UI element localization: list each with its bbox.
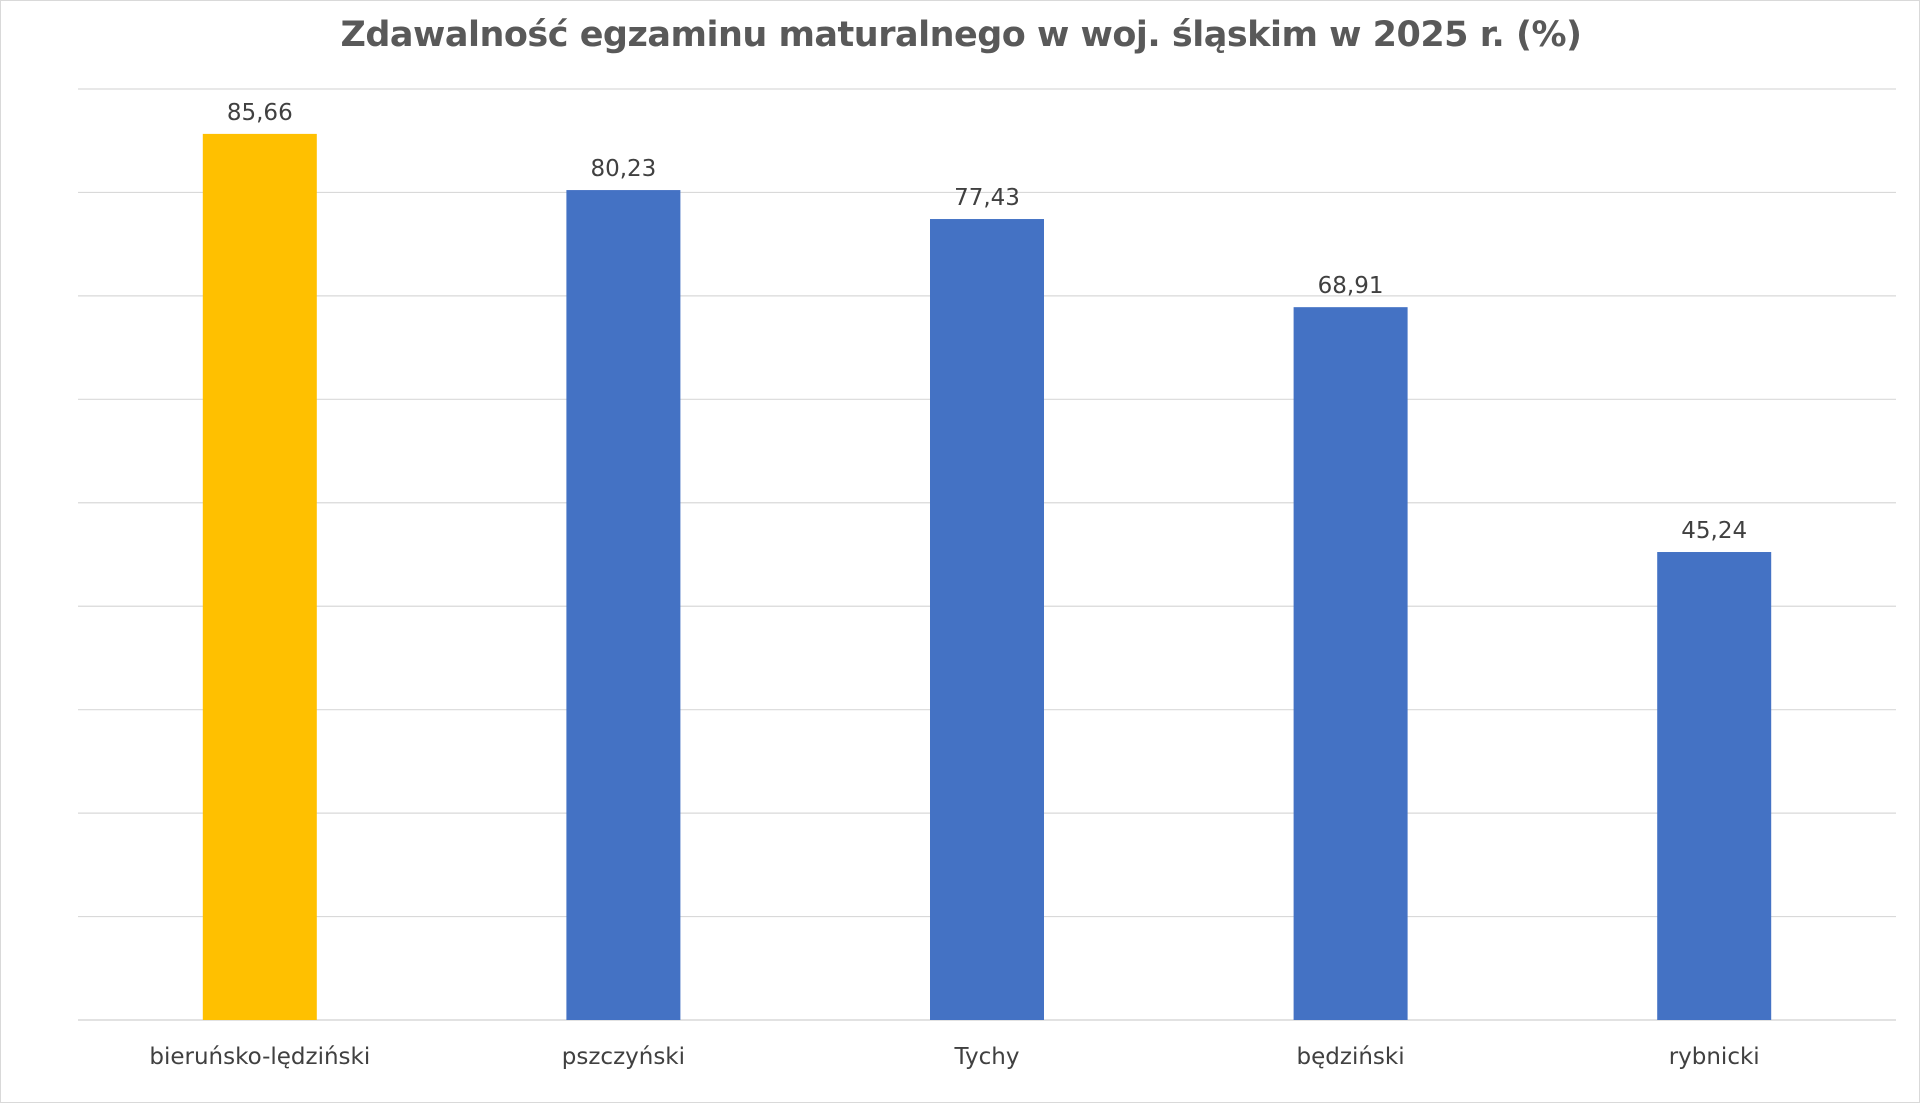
data-label: 85,66 (227, 100, 293, 126)
data-label: 68,91 (1318, 273, 1384, 299)
bar-2 (566, 190, 681, 1021)
data-label: 80,23 (590, 156, 656, 182)
category-tick-label: bieruńsko-lędziński (149, 1044, 370, 1070)
data-label: 45,24 (1681, 518, 1747, 544)
category-tick-label: będziński (1297, 1044, 1405, 1070)
category-axis: bieruńsko-lędziński pszczyński Tychy będziń… (149, 1044, 1759, 1070)
category-tick-label: pszczyński (562, 1044, 685, 1070)
data-labels: 85,66 80,23 77,43 68,91 45,24 (227, 100, 1747, 544)
bar-1 (202, 133, 317, 1020)
category-tick-label: Tychy (954, 1044, 1020, 1070)
bars (202, 133, 1772, 1021)
bar-3 (930, 219, 1044, 1020)
chart-title: Zdawalność egzaminu maturalnego w woj. ś… (340, 15, 1582, 55)
bar-5 (1657, 552, 1772, 1020)
bar-4 (1293, 307, 1408, 1021)
category-tick-label: rybnicki (1669, 1044, 1760, 1070)
data-label: 77,43 (954, 185, 1020, 211)
